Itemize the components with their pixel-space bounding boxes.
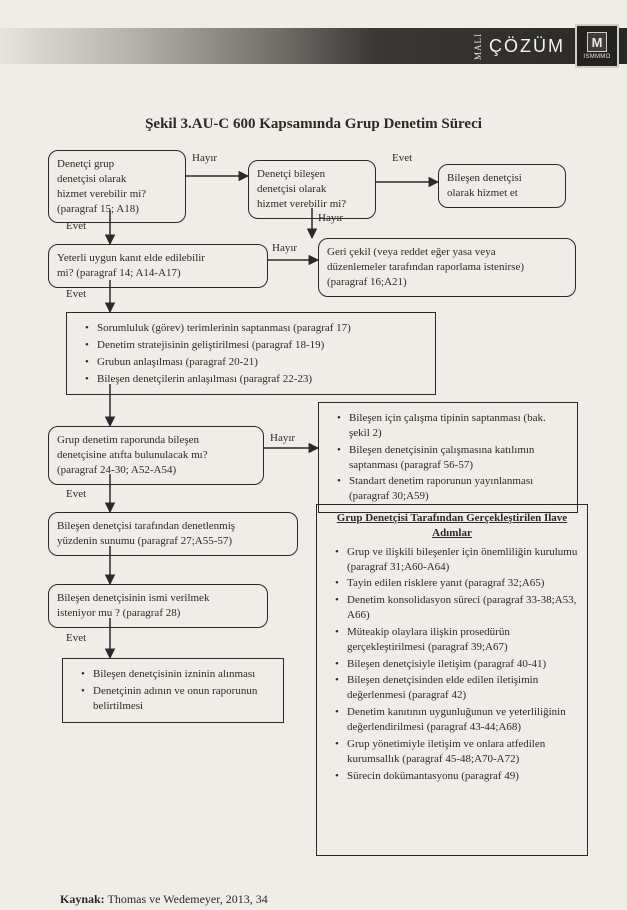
node-n12-item: Bileşen denetçisiyle iletişim (paragraf … xyxy=(325,657,579,672)
node-n6-item: Grubun anlaşılması (paragraf 20-21) xyxy=(75,355,427,370)
node-n2: Denetçi bileşendenetçisi olarakhizmet ve… xyxy=(248,160,376,219)
edge-label: Hayır xyxy=(270,432,295,444)
node-n12-item: Müteakip olaylara ilişkin prosedürün ger… xyxy=(325,625,579,655)
node-n5: Geri çekil (veya reddet eğer yasa veyadü… xyxy=(318,238,576,297)
node-n2-line: Denetçi bileşen xyxy=(257,167,367,182)
node-n4-line: mi? (paragraf 14; A14-A17) xyxy=(57,266,259,281)
node-n8-item: Bileşen denetçisinin çalışmasına katılım… xyxy=(327,443,569,473)
node-n1-line: hizmet verebilir mi? xyxy=(57,187,177,202)
node-n12-item: Denetim konsolidasyon süreci (paragraf 3… xyxy=(325,593,579,623)
node-n6-item: Denetim stratejisinin geliştirilmesi (pa… xyxy=(75,338,427,353)
edge-label: Hayır xyxy=(192,152,217,164)
node-n8: Bileşen için çalışma tipinin saptanması … xyxy=(318,402,578,513)
node-n6: Sorumluluk (görev) terimlerinin saptanma… xyxy=(66,312,436,395)
node-n3: Bileşen denetçisiolarak hizmet et xyxy=(438,164,566,208)
page-title: Şekil 3.AU-C 600 Kapsamında Grup Denetim… xyxy=(0,116,627,133)
header-brand-text: ÇÖZÜM xyxy=(489,36,565,57)
node-n11-item: Bileşen denetçisinin izninin alınması xyxy=(71,667,275,682)
node-n7-line: (paragraf 24-30; A52-A54) xyxy=(57,463,255,478)
node-n3-line: Bileşen denetçisi xyxy=(447,171,557,186)
node-n9-line: yüzdenin sunumu (paragraf 27;A55-57) xyxy=(57,534,289,549)
node-n9: Bileşen denetçisi tarafından denetlenmiş… xyxy=(48,512,298,556)
node-n9-line: Bileşen denetçisi tarafından denetlenmiş xyxy=(57,519,289,534)
flowchart: Denetçi grupdenetçisi olarakhizmet vereb… xyxy=(40,142,600,882)
source-citation: Kaynak: Thomas ve Wedemeyer, 2013, 34 xyxy=(60,892,268,907)
node-n12-item: Bileşen denetçisinden elde edilen iletiş… xyxy=(325,673,579,703)
node-n12-header: Grup Denetçisi Tarafından Gerçekleştiril… xyxy=(325,511,579,541)
node-n2-line: hizmet verebilir mi? xyxy=(257,197,367,212)
header-bar: MALI ÇÖZÜM M ISMMMO xyxy=(0,28,627,64)
logo-letter: M xyxy=(587,32,607,52)
node-n12: Grup Denetçisi Tarafından Gerçekleştiril… xyxy=(316,504,588,856)
logo: M ISMMMO xyxy=(575,24,619,68)
node-n1-line: (paragraf 15; A18) xyxy=(57,202,177,217)
node-n10-line: Bileşen denetçisinin ismi verilmek xyxy=(57,591,259,606)
node-n12-item: Grup ve ilişkili bileşenler için önemlil… xyxy=(325,545,579,575)
node-n7: Grup denetim raporunda bileşendenetçisin… xyxy=(48,426,264,485)
edge-label: Evet xyxy=(66,632,86,644)
edge-label: Evet xyxy=(66,488,86,500)
node-n6-item: Bileşen denetçilerin anlaşılması (paragr… xyxy=(75,372,427,387)
node-n11: Bileşen denetçisinin izninin alınması Den… xyxy=(62,658,284,723)
node-n7-line: denetçisine atıfta bulunulacak mı? xyxy=(57,448,255,463)
logo-sub: ISMMMO xyxy=(583,54,610,60)
node-n7-line: Grup denetim raporunda bileşen xyxy=(57,433,255,448)
edge-label: Evet xyxy=(66,220,86,232)
edge-label: Hayır xyxy=(318,212,343,224)
node-n1-line: Denetçi grup xyxy=(57,157,177,172)
header-side-text: MALI xyxy=(473,33,483,60)
node-n8-item: Standart denetim raporunun yayınlanması … xyxy=(327,474,569,504)
node-n1: Denetçi grupdenetçisi olarakhizmet vereb… xyxy=(48,150,186,223)
node-n4-line: Yeterli uygun kanıt elde edilebilir xyxy=(57,251,259,266)
node-n5-line: Geri çekil (veya reddet eğer yasa veya xyxy=(327,245,567,260)
node-n10-line: isteniyor mu ? (paragraf 28) xyxy=(57,606,259,621)
edge-label: Evet xyxy=(392,152,412,164)
node-n12-item: Tayin edilen risklere yanıt (paragraf 32… xyxy=(325,576,579,591)
node-n4: Yeterli uygun kanıt elde edilebilirmi? (… xyxy=(48,244,268,288)
node-n5-line: düzenlemeler tarafından raporlama isteni… xyxy=(327,260,567,275)
node-n12-item: Grup yönetimiyle iletişim ve onlara atfe… xyxy=(325,737,579,767)
node-n11-item: Denetçinin adının ve onun raporunun beli… xyxy=(71,684,275,714)
node-n10: Bileşen denetçisinin ismi verilmekisteni… xyxy=(48,584,268,628)
node-n6-item: Sorumluluk (görev) terimlerinin saptanma… xyxy=(75,321,427,336)
node-n12-item: Sürecin dokümantasyonu (paragraf 49) xyxy=(325,769,579,784)
edge-label: Evet xyxy=(66,288,86,300)
source-text: Thomas ve Wedemeyer, 2013, 34 xyxy=(107,892,267,906)
node-n5-line: (paragraf 16;A21) xyxy=(327,275,567,290)
node-n1-line: denetçisi olarak xyxy=(57,172,177,187)
edge-label: Hayır xyxy=(272,242,297,254)
node-n8-item: Bileşen için çalışma tipinin saptanması … xyxy=(327,411,569,441)
node-n3-line: olarak hizmet et xyxy=(447,186,557,201)
node-n2-line: denetçisi olarak xyxy=(257,182,367,197)
node-n12-item: Denetim kanıtının uygunluğunun ve yeterl… xyxy=(325,705,579,735)
